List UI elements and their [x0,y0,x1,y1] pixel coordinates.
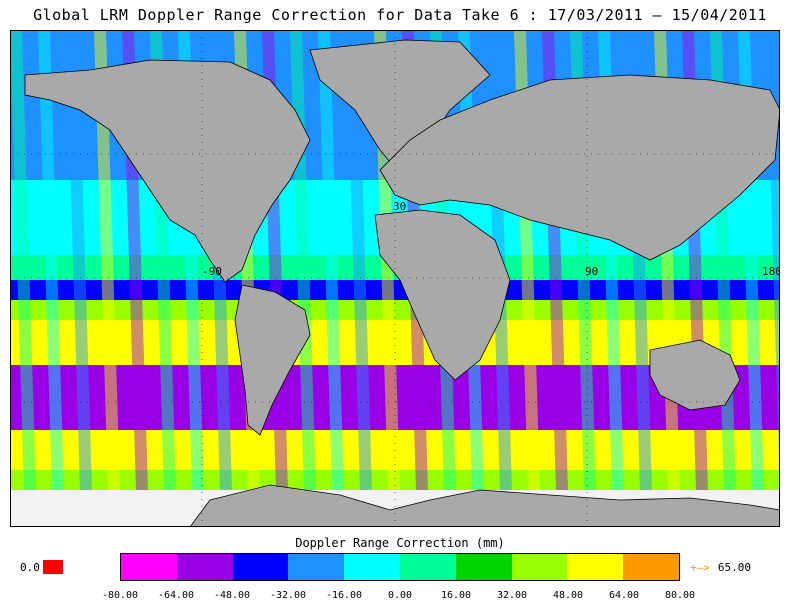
lon-label-180: 180 [762,265,780,278]
orbit-track [346,30,372,490]
australia [649,339,741,411]
colorbar-tick-label: 64.00 [608,590,640,601]
lon-label-minus90: -90 [202,265,222,278]
colorbar-tick-label: -64.00 [157,590,195,601]
colorbar-tick-label: -48.00 [213,590,251,601]
colorbar-segment [399,554,456,580]
colorbar-segment [511,554,568,580]
orbit-track [94,30,120,490]
swath-band [10,375,780,430]
swath-band [10,280,780,300]
colorbar-tick-label: -16.00 [325,590,363,601]
orbit-track [10,30,36,490]
graticule [10,30,780,527]
south-america [234,284,311,436]
landmasses [24,39,780,527]
colorbar-tick-label: 0.00 [387,590,413,601]
under-range-value: 0.0 [20,560,40,574]
eurasia [379,74,780,261]
plot-title: Global LRM Doppler Range Correction for … [33,6,767,24]
colorbar-tick-label: -32.00 [269,590,307,601]
over-range-value: 65.00 [717,561,751,574]
colorbar-segment [567,554,624,580]
under-range-indicator: 0.0 [20,560,63,574]
colorbar-segment [176,554,233,580]
colorbar-ticks: -80.00 -64.00 -48.00 -32.00 -16.00 0.00 16.00 3… [0,590,800,602]
world-map: 30 -90 90 180 [10,30,780,527]
africa [374,209,511,381]
orbit-track [318,30,344,490]
swath-band [10,470,780,490]
orbit-track [38,30,64,490]
north-america [24,59,311,283]
swath-band [10,320,780,340]
map-plot: 30 -90 90 180 [10,30,780,527]
colorbar-tick-label: 32.00 [496,590,528,601]
lat-label-30: 30 [393,200,406,213]
colorbar-tick-label: 48.00 [552,590,584,601]
antarctica [189,484,780,527]
colorbar-tick-label: -80.00 [101,590,139,601]
colorbar-segment [455,554,512,580]
colorbar-tick-label: 16.00 [440,590,472,601]
under-range-swatch [42,560,63,574]
over-range-arrow: +–> [690,561,710,574]
colorbar-segment [232,554,289,580]
swath-band [10,365,780,375]
colorbar-segment [344,554,400,580]
colorbar [120,553,680,581]
colorbar-tick-label: 80.00 [664,590,696,601]
map-border [10,30,780,527]
lon-label-90: 90 [585,265,598,278]
colorbar-segment [121,554,177,580]
colorbar-segment [288,554,345,580]
over-range-indicator: +–> 65.00 [690,561,751,574]
colorbar-title: Doppler Range Correction (mm) [295,536,505,550]
orbit-track [66,30,92,490]
colorbar-segment [623,554,679,580]
